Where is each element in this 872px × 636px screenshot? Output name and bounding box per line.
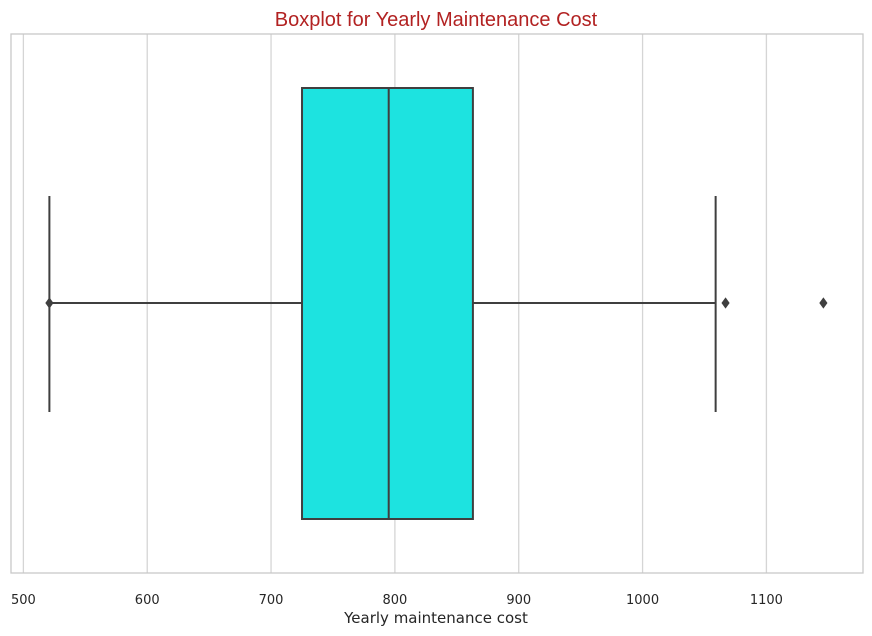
chart-title: Boxplot for Yearly Maintenance Cost bbox=[275, 9, 598, 31]
box-group bbox=[45, 87, 828, 520]
plot-frame bbox=[10, 33, 864, 574]
outlier-point-0 bbox=[45, 297, 54, 309]
x-tick-label-1100: 1100 bbox=[750, 593, 783, 608]
x-tick-label-500: 500 bbox=[11, 593, 36, 608]
outlier-point-2 bbox=[819, 297, 828, 309]
x-tick-label-1000: 1000 bbox=[626, 593, 659, 608]
iqr-box bbox=[301, 87, 474, 520]
x-axis-label: Yearly maintenance cost bbox=[343, 609, 528, 627]
outlier-point-1 bbox=[721, 297, 730, 309]
x-tick-label-900: 900 bbox=[506, 593, 531, 608]
x-tick-label-700: 700 bbox=[259, 593, 284, 608]
x-tick-labels: 500 600 700 800 900 1000 1100 bbox=[11, 593, 783, 608]
x-tick-label-800: 800 bbox=[382, 593, 407, 608]
x-tick-label-600: 600 bbox=[135, 593, 160, 608]
